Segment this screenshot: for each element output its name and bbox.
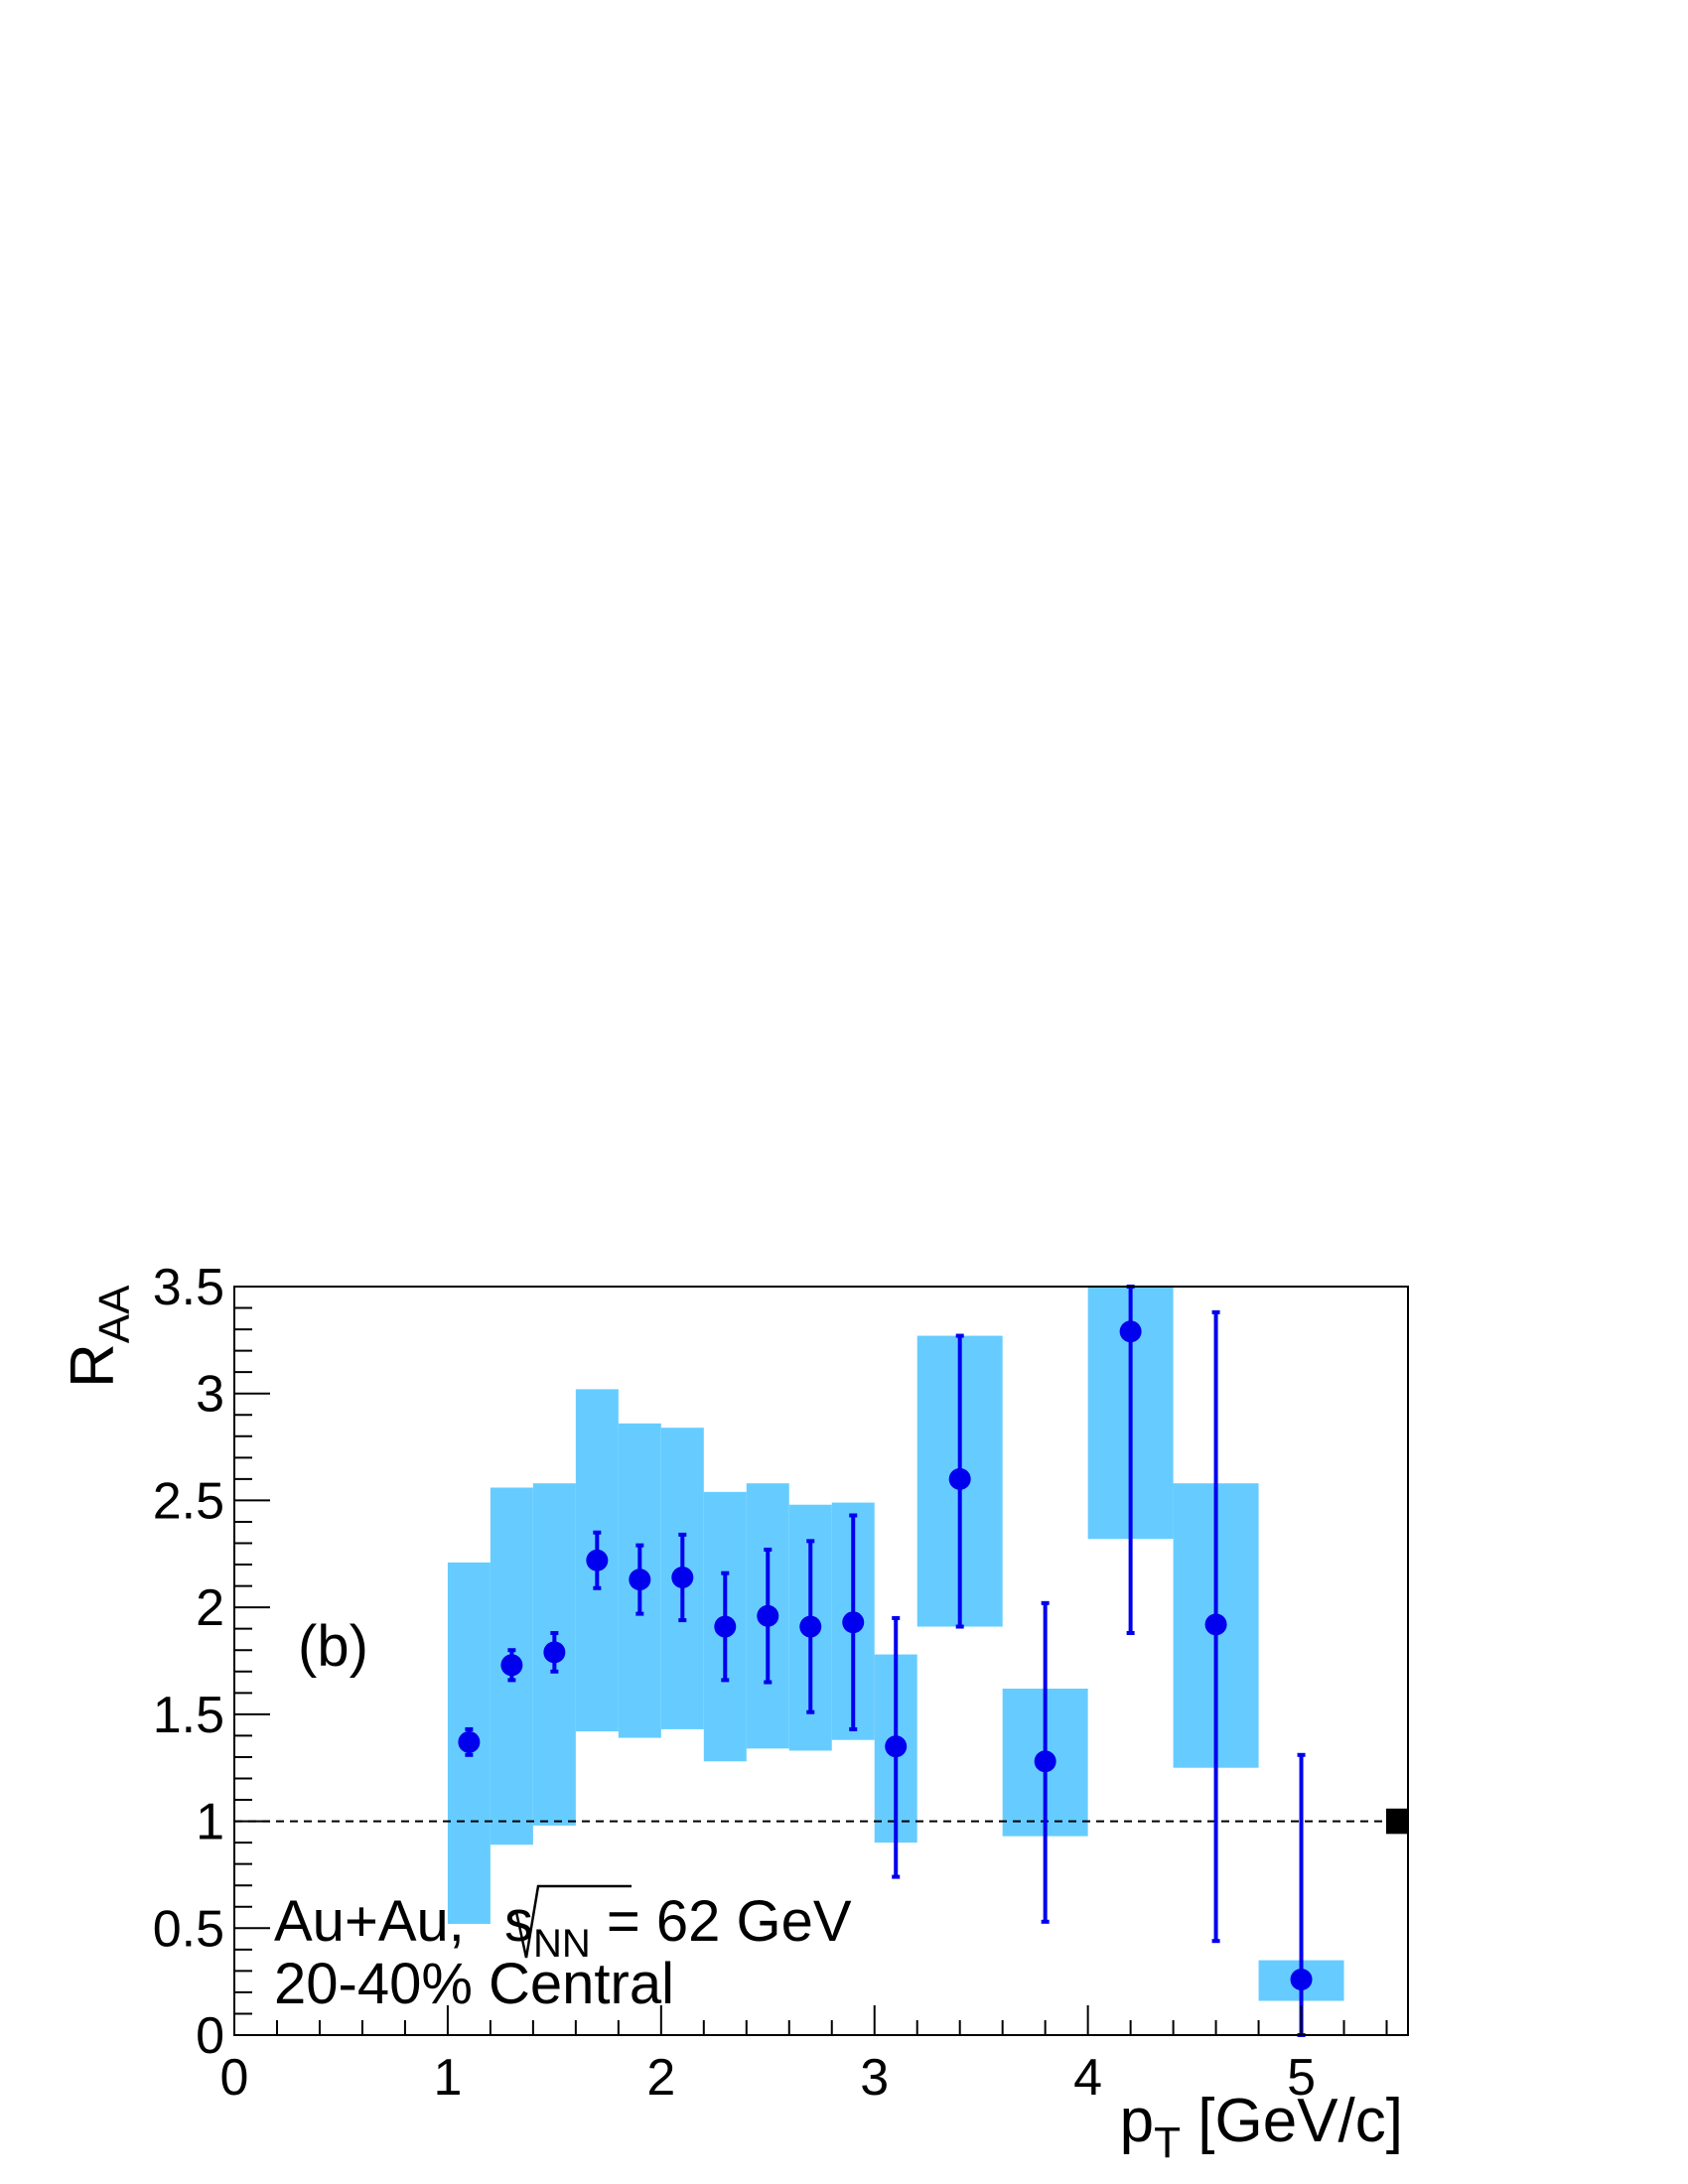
annotation-system: Au+Au, sNN = 62 GeV [274,1889,852,1966]
y-axis-title-main: R [59,1343,127,1388]
y-tick-label-2: 2 [196,1579,224,1637]
y-tick-label-3: 3 [196,1366,224,1424]
data-point-1 [500,1654,523,1677]
y-tick-label-3.5: 3.5 [153,1259,224,1316]
reference-line-layer [234,1808,1408,1835]
axes: 0 1 2 3 4 5 0 0.5 1 1.5 2 2.5 3 3.5 [153,1259,1409,2107]
x-tick-label-2: 2 [646,2049,675,2107]
y-tick-label-1: 1 [196,1794,224,1851]
y-axis-title: RAA [59,1285,139,1388]
y-tick-label-2.5: 2.5 [153,1472,224,1530]
annotation-sqrt-sub: NN [533,1922,591,1966]
x-tick-label-4: 4 [1073,2049,1102,2107]
data-point-10 [885,1735,908,1758]
x-axis-title: pT [GeV/c] [1120,2087,1403,2167]
normalization-box [1386,1808,1408,1835]
sqrt-sign [507,1884,632,1959]
data-point-6 [714,1615,737,1638]
y-axis-title-sub: AA [90,1285,139,1343]
y-tick-label-0.5: 0.5 [153,1900,224,1958]
x-axis-title-main: p [1120,2087,1154,2155]
x-tick-label-3: 3 [860,2049,889,2107]
panel-label: (b) [298,1614,368,1679]
plot-frame [233,1286,1409,2036]
x-tick-label-0: 0 [220,2049,249,2107]
data-point-8 [799,1615,822,1638]
y-tick-label-1.5: 1.5 [153,1687,224,1744]
y-tick-label-0: 0 [196,2007,224,2065]
data-point-7 [757,1604,779,1627]
data-point-5 [671,1566,694,1588]
data-point-2 [543,1641,566,1664]
annotation-centrality: 20-40% Central [274,1952,674,2016]
data-point-4 [629,1569,651,1591]
data-point-12 [1034,1750,1056,1773]
axis-labels: RAA pT [GeV/c] (b) Au+Au, sNN = 62 GeV 2… [59,1285,1403,2167]
data-point-15 [1290,1968,1313,1990]
annotation-energy: = 62 GeV [591,1889,852,1954]
data-points [458,1320,1313,1990]
data-point-3 [586,1549,609,1571]
data-point-9 [842,1611,865,1634]
data-point-0 [458,1730,481,1753]
x-axis-title-sub: T [1154,2118,1181,2167]
x-tick-label-1: 1 [433,2049,462,2107]
data-point-13 [1119,1320,1142,1343]
x-tick-label-5: 5 [1287,2049,1316,2107]
x-axis-title-rest: [GeV/c] [1181,2087,1403,2155]
annotation-system-text: Au+Au, [274,1889,481,1954]
data-point-11 [948,1467,971,1490]
data-point-14 [1204,1613,1227,1636]
